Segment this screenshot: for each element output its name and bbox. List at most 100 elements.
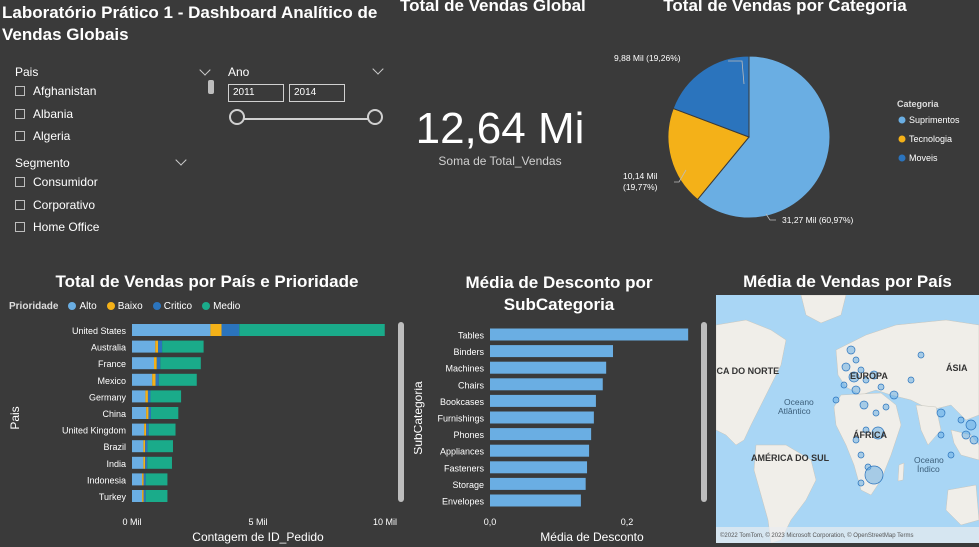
stacked-category-label: Indonesia xyxy=(87,475,126,485)
stacked-bar-segment-baixo xyxy=(152,373,156,386)
bar-chart-title-line1: Média de Desconto por xyxy=(465,273,653,292)
stacked-bar-segment-baixo xyxy=(142,490,144,502)
stacked-bar-segment-alto xyxy=(132,324,211,336)
discount-category-label: Tables xyxy=(458,331,485,341)
discount-bar xyxy=(490,394,596,407)
discount-category-label: Envelopes xyxy=(442,497,485,507)
checkbox[interactable] xyxy=(15,200,25,210)
stacked-bar-segment-medio xyxy=(160,357,201,370)
discount-bars xyxy=(490,328,689,507)
pie-legend-moveis: Moveis xyxy=(909,153,938,163)
stacked-bar-segment-critico xyxy=(158,340,163,353)
discount-category-label: Appliances xyxy=(440,447,485,457)
discount-bar xyxy=(490,378,603,391)
ano-from-input[interactable]: 2011 xyxy=(228,84,284,102)
discount-bar xyxy=(490,444,590,457)
bar-chart-title: Média de Desconto por SubCategoria xyxy=(414,272,704,316)
map-bubble xyxy=(965,419,977,431)
map-label-africa: ÁFRICA xyxy=(853,430,887,440)
map-bubble xyxy=(872,409,880,417)
ano-slider-handle-start[interactable] xyxy=(229,109,245,125)
kpi-title: Total de Vendas Global xyxy=(400,0,586,15)
map-label-atlantic-2: Atlântico xyxy=(778,406,811,416)
stacked-scrollbar[interactable] xyxy=(398,322,404,502)
pais-chevron-down-icon[interactable] xyxy=(199,64,211,76)
stacked-category-label: Mexico xyxy=(97,376,126,386)
discount-bar xyxy=(490,411,594,424)
stacked-bar-chart: United States Australia France Mexico German… xyxy=(8,322,404,544)
discount-bar xyxy=(490,477,586,490)
pie-slice-tecnologia xyxy=(667,107,750,201)
ano-chevron-down-icon[interactable] xyxy=(372,63,384,75)
legend-dot-suprimentos xyxy=(898,116,906,124)
stacked-bar-segment-critico xyxy=(143,490,146,502)
africa-shape xyxy=(833,392,902,496)
stacked-category-label: Turkey xyxy=(99,492,127,502)
stacked-bar-segment-baixo xyxy=(146,407,149,419)
stacked-bar-segment-medio xyxy=(162,340,204,353)
stacked-bar-segment-critico xyxy=(147,390,151,403)
world-map[interactable]: ICA DO NORTE EUROPA ÁSIA Oceano Atlântic… xyxy=(716,295,979,543)
pais-slicer-scrollbar[interactable] xyxy=(208,80,214,94)
discount-bar xyxy=(490,428,592,441)
stacked-category-label: India xyxy=(106,459,126,469)
ano-to-input[interactable]: 2014 xyxy=(289,84,345,102)
stacked-bar-segment-critico xyxy=(155,373,159,386)
pais-option[interactable]: Algeria xyxy=(15,129,70,143)
stacked-xtick-2: 10 Mil xyxy=(373,517,397,527)
legend-dot-moveis xyxy=(898,154,906,162)
map-bubble xyxy=(862,376,870,384)
stacked-bar-segment-baixo xyxy=(210,324,222,336)
disc-scrollbar[interactable] xyxy=(701,322,707,502)
stacked-bar-segment-critico xyxy=(145,456,148,469)
checkbox[interactable] xyxy=(15,131,25,141)
pie-chart-title: Total de Vendas por Categoria xyxy=(663,0,907,15)
stacked-xlabel: Contagem de ID_Pedido xyxy=(192,530,324,544)
stacked-bar-segment-medio xyxy=(150,407,179,419)
stacked-chart-title: Total de Vendas por País e Prioridade xyxy=(55,272,359,291)
segmento-option-label: Home Office xyxy=(33,220,100,234)
stacked-category-label: China xyxy=(102,409,126,419)
pie-slice-suprimentos xyxy=(696,55,831,219)
map-bubble xyxy=(917,351,925,359)
madagascar-shape xyxy=(897,462,905,482)
checkbox[interactable] xyxy=(15,177,25,187)
segmento-option[interactable]: Consumidor xyxy=(15,175,98,189)
map-label-europe: EUROPA xyxy=(850,371,888,381)
checkbox[interactable] xyxy=(15,222,25,232)
map-title: Média de Vendas por País xyxy=(743,272,952,291)
stacked-bars xyxy=(132,324,385,502)
discount-category-label: Binders xyxy=(453,347,484,357)
discount-bar xyxy=(490,461,588,474)
pie-label-tecnologia-value: 10,14 Mil xyxy=(623,171,658,181)
map-bubble xyxy=(869,370,879,380)
greenland-shape xyxy=(800,295,847,324)
pie-slices xyxy=(667,55,831,219)
map-bubble xyxy=(852,436,860,444)
map-bubble xyxy=(947,451,955,459)
segmento-chevron-down-icon[interactable] xyxy=(175,154,187,166)
checkbox[interactable] xyxy=(15,86,25,96)
ano-slicer-header: Ano xyxy=(228,65,250,79)
stacked-category-label: France xyxy=(98,359,126,369)
pie-slice-moveis xyxy=(672,55,750,138)
map-bubble xyxy=(841,362,851,372)
checkbox[interactable] xyxy=(15,109,25,119)
map-copyright: ©2022 TomTom, © 2023 Microsoft Corporati… xyxy=(720,532,913,539)
stacked-bar-segment-alto xyxy=(132,490,143,502)
pie-legend-suprimentos: Suprimentos xyxy=(909,115,960,125)
map-bubbles xyxy=(832,345,979,487)
map-bubble xyxy=(877,383,885,391)
segmento-option[interactable]: Corporativo xyxy=(15,198,95,212)
pie-label-tecnologia-percent: (19,77%) xyxy=(623,182,658,192)
map-bubble xyxy=(864,465,884,485)
pais-option[interactable]: Afghanistan xyxy=(15,84,96,98)
map-bubble xyxy=(852,356,860,364)
legend-item-alto: Alto xyxy=(68,301,97,312)
pais-option[interactable]: Albania xyxy=(15,107,73,121)
map-bubble xyxy=(851,385,861,395)
segmento-option[interactable]: Home Office xyxy=(15,220,99,234)
stacked-bar-segment-medio xyxy=(158,373,197,386)
ano-slider-handle-end[interactable] xyxy=(367,109,383,125)
discount-category-label: Machines xyxy=(445,364,484,374)
